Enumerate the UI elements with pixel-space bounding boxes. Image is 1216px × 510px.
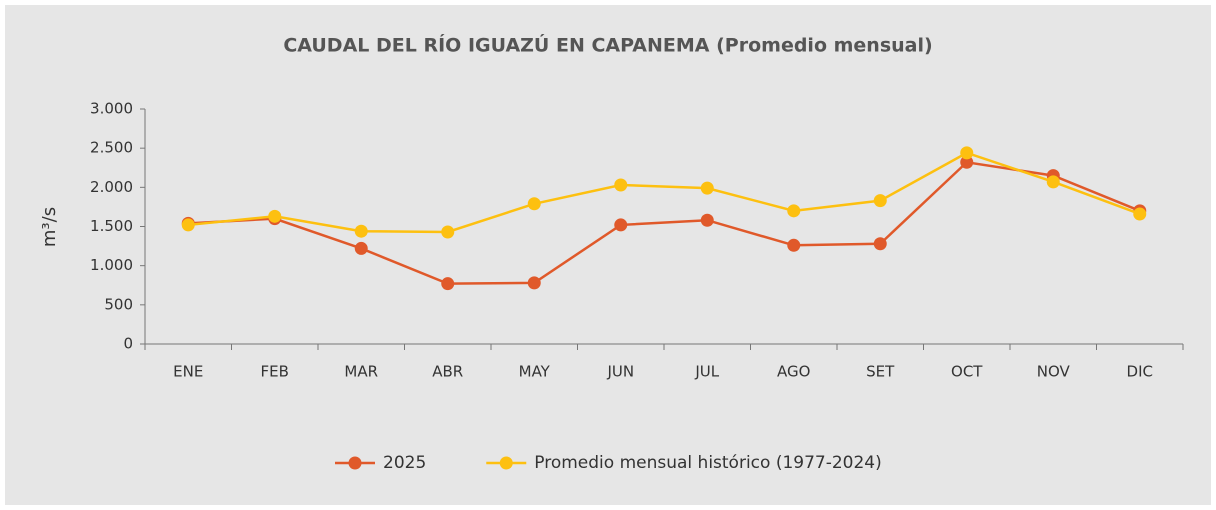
data-point bbox=[787, 238, 801, 252]
data-point bbox=[181, 218, 195, 232]
legend-label: Promedio mensual histórico (1977-2024) bbox=[534, 453, 882, 473]
chart-title: CAUDAL DEL RÍO IGUAZÚ EN CAPANEMA (Prome… bbox=[283, 33, 932, 57]
y-tick-label: 3.000 bbox=[90, 100, 133, 118]
data-point bbox=[700, 213, 714, 227]
x-tick-label: SET bbox=[866, 363, 895, 381]
data-point bbox=[873, 237, 887, 251]
legend-label: 2025 bbox=[383, 453, 426, 473]
data-point bbox=[441, 225, 455, 239]
x-tick-label: ABR bbox=[432, 363, 463, 381]
series-line bbox=[188, 160, 1141, 285]
y-tick-label: 1.000 bbox=[90, 256, 133, 274]
x-tick-label: MAR bbox=[344, 363, 378, 381]
series-line bbox=[188, 151, 1141, 234]
data-point bbox=[354, 224, 368, 238]
data-point bbox=[354, 241, 368, 255]
x-tick-label: JUN bbox=[606, 363, 634, 381]
x-tick-label: DIC bbox=[1127, 363, 1153, 381]
data-point bbox=[1046, 175, 1060, 189]
y-tick-label: 2.000 bbox=[90, 178, 133, 196]
x-tick-label: OCT bbox=[951, 363, 983, 381]
x-tick-label: JUL bbox=[694, 363, 719, 381]
data-point bbox=[614, 178, 628, 192]
y-tick-label: 500 bbox=[104, 295, 133, 313]
chart-background bbox=[5, 5, 1211, 505]
y-tick-label: 0 bbox=[123, 335, 133, 353]
x-tick-label: AGO bbox=[777, 363, 810, 381]
data-point bbox=[960, 146, 974, 160]
data-point bbox=[527, 197, 541, 211]
data-point bbox=[700, 181, 714, 195]
data-point bbox=[268, 209, 282, 223]
legend-marker bbox=[499, 456, 513, 470]
data-point bbox=[960, 155, 974, 169]
y-tick-label: 2.500 bbox=[90, 139, 133, 157]
x-tick-label: NOV bbox=[1037, 363, 1071, 381]
data-point bbox=[1133, 207, 1147, 221]
data-point bbox=[527, 276, 541, 290]
y-axis-label: m³/s bbox=[39, 207, 60, 247]
data-point bbox=[441, 277, 455, 291]
y-tick-label: 1.500 bbox=[90, 217, 133, 235]
data-point bbox=[614, 218, 628, 232]
data-point bbox=[787, 204, 801, 218]
legend-marker bbox=[348, 456, 362, 470]
data-point bbox=[873, 194, 887, 208]
x-tick-label: FEB bbox=[261, 363, 289, 381]
x-tick-label: ENE bbox=[173, 363, 203, 381]
x-tick-label: MAY bbox=[519, 363, 551, 381]
